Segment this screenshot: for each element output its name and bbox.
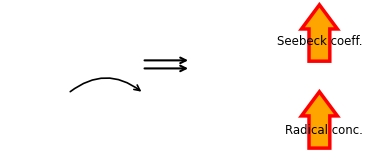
Polygon shape [301, 5, 337, 61]
Text: Radical conc.: Radical conc. [285, 124, 363, 137]
Text: Seebeck coeff.: Seebeck coeff. [277, 35, 363, 48]
Polygon shape [301, 92, 337, 148]
